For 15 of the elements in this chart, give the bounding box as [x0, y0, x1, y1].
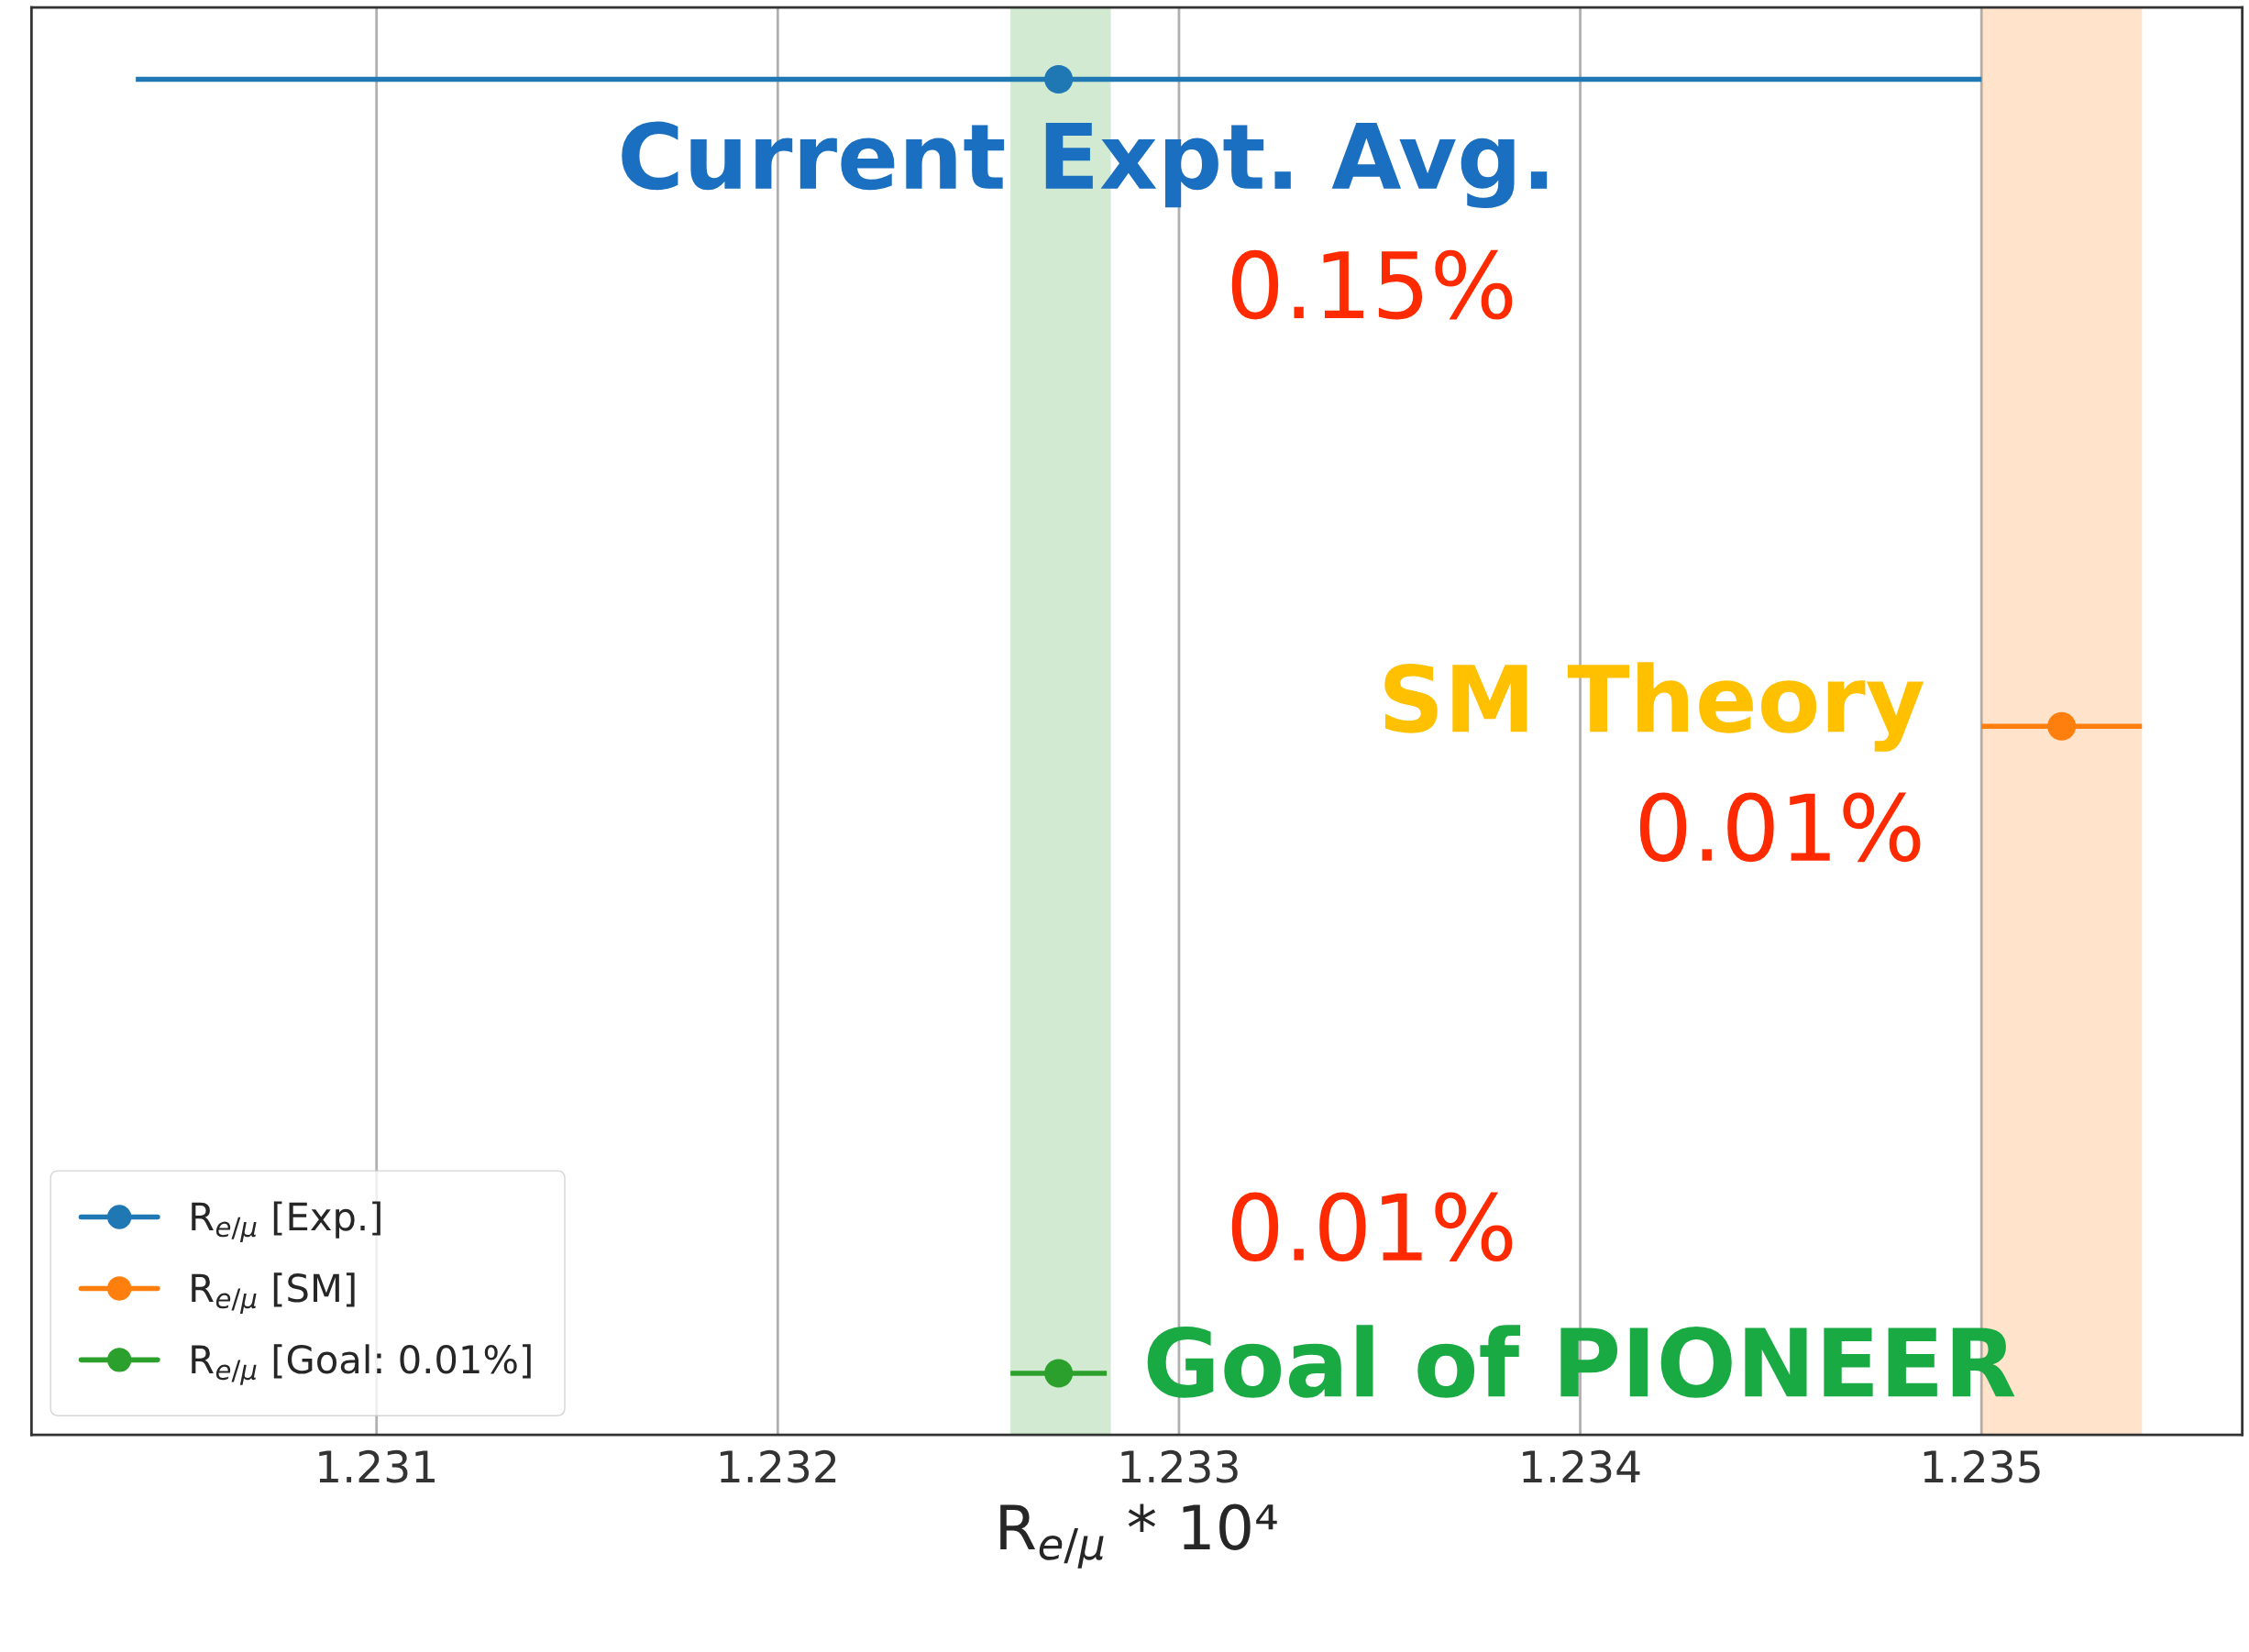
legend-label: R$_{e/μ}$ [SM] [192, 1272, 355, 1314]
annotation: Goal of PIONEER [1147, 1325, 2015, 1398]
annotation: Current Expt. Avg. [622, 121, 1548, 209]
x-tick-label: 1.233 [1121, 1449, 1238, 1483]
x-tick-label: 1.234 [1523, 1449, 1640, 1483]
x-tick-label: 1.235 [1924, 1449, 2040, 1483]
x-tick-label: 1.232 [720, 1449, 836, 1483]
annotation: 0.01% [1231, 1192, 1513, 1262]
legend-label: R$_{e/μ}$ [Exp.] [192, 1201, 380, 1243]
annotation: SM Theory [1384, 662, 1924, 752]
x-axis-title: R$_{e/μ}$ * 10⁴ [1000, 1503, 1277, 1569]
annotation: 0.01% [1639, 792, 1921, 863]
annotation: 0.15% [1231, 249, 1513, 320]
legend-label: R$_{e/μ}$ [Goal: 0.01%] [192, 1344, 531, 1385]
x-tick-label: 1.231 [319, 1449, 435, 1483]
